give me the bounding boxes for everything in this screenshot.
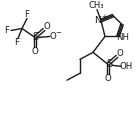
Text: O: O xyxy=(44,22,50,31)
Text: S: S xyxy=(106,59,112,69)
Text: O: O xyxy=(105,74,111,83)
Text: NH: NH xyxy=(116,33,130,42)
Text: O: O xyxy=(50,32,56,41)
Text: F: F xyxy=(24,10,30,19)
Text: OH: OH xyxy=(119,62,133,71)
Text: CH₃: CH₃ xyxy=(88,1,104,10)
Text: F: F xyxy=(15,38,19,47)
Text: +: + xyxy=(101,14,107,20)
Text: F: F xyxy=(4,26,10,35)
Text: O: O xyxy=(32,47,38,56)
Text: S: S xyxy=(32,32,38,42)
Text: N: N xyxy=(94,16,101,25)
Text: O: O xyxy=(117,49,123,58)
Text: −: − xyxy=(55,30,61,37)
